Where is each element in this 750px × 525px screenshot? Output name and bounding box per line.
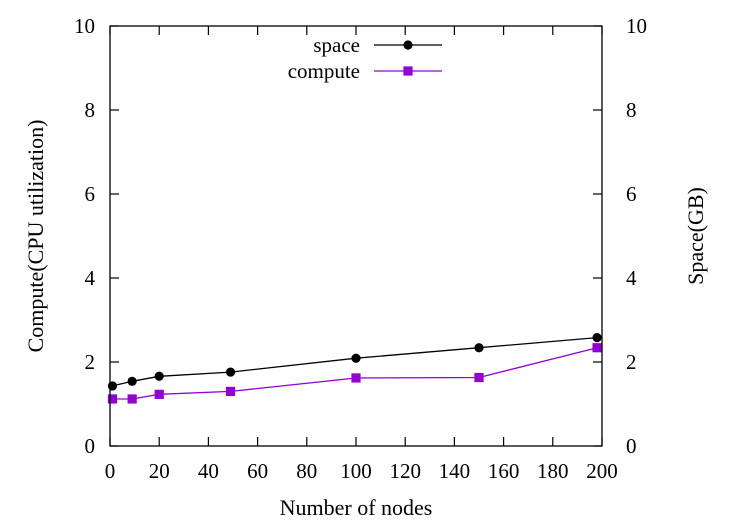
- y2-tick-label: 4: [626, 266, 637, 290]
- y2-tick-label: 0: [626, 434, 637, 458]
- data-point-compute: [154, 389, 164, 399]
- x-tick-label: 120: [389, 459, 421, 483]
- y-tick-label: 6: [85, 182, 96, 206]
- lines-layer: [112, 336, 598, 400]
- y2-axis-title: Space(GB): [683, 187, 708, 285]
- data-point-space: [127, 376, 137, 386]
- data-point-compute: [225, 386, 236, 396]
- x-tick-label: 180: [537, 459, 569, 483]
- x-axis-title: Number of nodes: [280, 495, 433, 520]
- y2-tick-label: 10: [626, 14, 647, 38]
- legend-label-space: space: [313, 33, 360, 57]
- legend-marker-compute: [403, 66, 413, 76]
- y2-tick-label: 8: [626, 98, 637, 122]
- y-tick-label: 10: [74, 14, 95, 38]
- x-tick-label: 200: [586, 459, 618, 483]
- data-point-space: [351, 353, 361, 363]
- x-tick-label: 100: [340, 459, 372, 483]
- x-tick-label: 140: [439, 459, 471, 483]
- data-point-space: [225, 367, 236, 377]
- data-point-space: [154, 371, 164, 381]
- data-point-compute: [107, 394, 118, 404]
- y-tick-label: 2: [85, 350, 96, 374]
- legend-label-compute: compute: [288, 59, 360, 83]
- markers-layer: [107, 333, 602, 404]
- data-point-space: [107, 381, 118, 391]
- ticks-layer: [109, 25, 603, 447]
- data-point-compute: [127, 394, 137, 404]
- legend: space compute: [288, 33, 442, 83]
- x-tick-label: 0: [105, 459, 116, 483]
- data-point-space: [474, 343, 484, 353]
- y-tick-label: 4: [85, 266, 96, 290]
- y2-tick-label: 2: [626, 350, 637, 374]
- y-axis-title: Compute(CPU utilization): [23, 120, 48, 353]
- legend-marker-space: [403, 40, 413, 50]
- y2-tick-label: 6: [626, 182, 637, 206]
- y-tick-label: 0: [85, 434, 96, 458]
- tick-labels-layer: 0 20 40 60 80 100 120 140 160 180 2000246810024681…: [74, 14, 647, 483]
- x-tick-label: 80: [296, 459, 317, 483]
- data-point-space: [592, 333, 602, 343]
- y-tick-label: 8: [85, 98, 96, 122]
- x-tick-label: 40: [198, 459, 219, 483]
- data-point-compute: [592, 343, 602, 353]
- plot-frame: [109, 25, 603, 447]
- x-tick-label: 160: [488, 459, 520, 483]
- x-tick-label: 60: [247, 459, 268, 483]
- x-tick-label: 20: [149, 459, 170, 483]
- data-point-compute: [474, 372, 484, 383]
- data-point-compute: [351, 373, 361, 383]
